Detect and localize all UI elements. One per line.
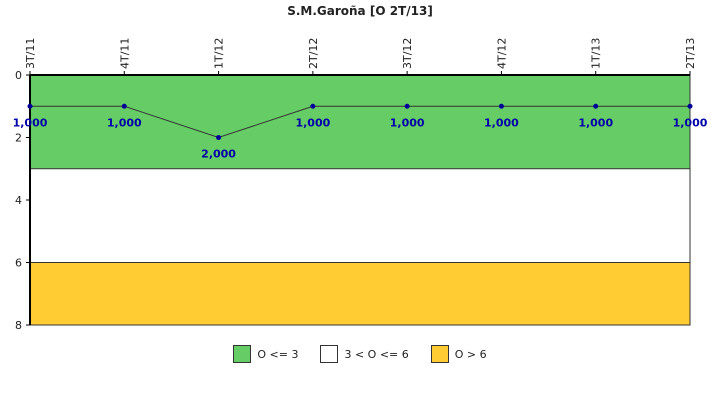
data-label-4: 1,000 — [390, 116, 425, 129]
data-point-5 — [498, 103, 504, 109]
data-label-5: 1,000 — [484, 116, 519, 129]
data-point-2 — [216, 135, 222, 140]
data-label-0: 1,000 — [13, 116, 48, 129]
y-tick-label-2: 4 — [15, 194, 22, 207]
data-point-0 — [27, 103, 33, 109]
data-point-6 — [593, 103, 599, 109]
band-0 — [30, 75, 690, 169]
data-point-3 — [310, 103, 316, 109]
x-tick-label-2: 1T/12 — [213, 38, 226, 69]
y-tick-label-3: 6 — [15, 257, 22, 270]
data-point-7 — [687, 103, 693, 109]
y-tick-label-4: 8 — [15, 319, 22, 332]
legend-item-high: O > 6 — [430, 345, 487, 363]
data-label-6: 1,000 — [578, 116, 613, 129]
x-tick-label-6: 1T/13 — [590, 38, 603, 69]
chart-title: S.M.Garoña [O 2T/13] — [287, 4, 433, 18]
legend-label-mid: 3 < O <= 6 — [344, 347, 409, 361]
band-2 — [30, 262, 690, 325]
legend-swatch-high — [430, 345, 449, 363]
legend-swatch-low — [233, 345, 252, 363]
data-point-4 — [404, 103, 410, 109]
legend-item-mid: 3 < O <= 6 — [320, 345, 409, 363]
data-label-3: 1,000 — [295, 116, 330, 129]
x-tick-label-5: 4T/12 — [495, 38, 508, 69]
y-tick-label-1: 2 — [15, 132, 22, 145]
data-label-2: 2,000 — [201, 148, 236, 161]
legend-label-high: O > 6 — [454, 347, 487, 361]
axes-layer: 0 2 4 6 8 3T/11 4T/11 1T/12 2T/12 3T/12 4T/12 1T/13… — [15, 38, 697, 332]
legend-swatch-mid — [320, 345, 339, 363]
legend-item-low: O <= 3 — [233, 345, 298, 363]
x-tick-label-1: 4T/11 — [118, 38, 131, 69]
x-tick-label-7: 2T/13 — [684, 38, 697, 69]
series-layer: 1,000 1,000 2,000 1,000 1,000 1,000 1,000 1,000 — [13, 103, 708, 161]
x-tick-label-3: 2T/12 — [307, 38, 320, 69]
x-tick-label-4: 3T/12 — [401, 38, 414, 69]
legend-label-low: O <= 3 — [257, 347, 299, 361]
data-label-1: 1,000 — [107, 116, 142, 129]
data-point-1 — [121, 103, 127, 109]
legend: O <= 3 3 < O <= 6 O > 6 — [0, 345, 720, 363]
data-label-7: 1,000 — [673, 116, 708, 129]
y-tick-label-0: 0 — [15, 69, 22, 82]
series-line — [30, 105, 690, 139]
band-layer — [30, 75, 690, 325]
x-tick-label-0: 3T/11 — [24, 38, 37, 69]
band-1 — [30, 168, 690, 263]
